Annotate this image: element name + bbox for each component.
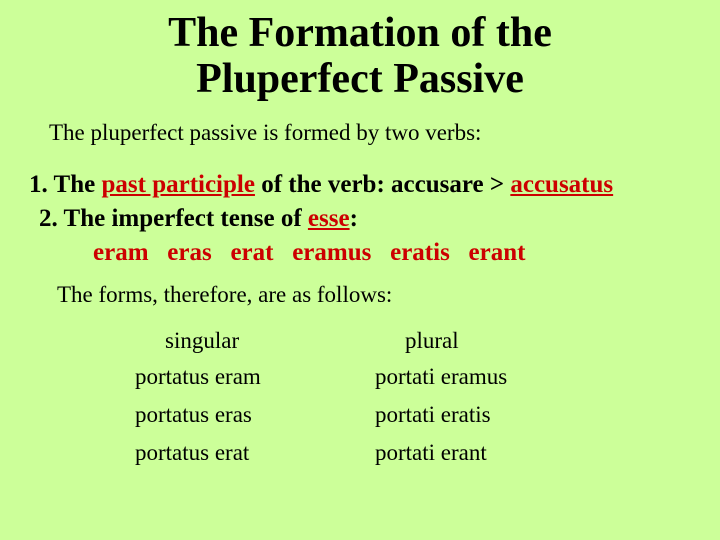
table-row: portatus erat bbox=[135, 440, 375, 466]
accusatus: accusatus bbox=[510, 171, 613, 198]
esse: esse bbox=[308, 205, 350, 232]
point1-prefix: 1. The bbox=[29, 171, 101, 198]
esse-forms: eram eras erat eramus eratis erant bbox=[93, 236, 695, 270]
table-row: portatus eras bbox=[135, 402, 375, 428]
point-1: 1. The past participle of the verb: accu… bbox=[29, 168, 695, 202]
table-row: portatus eram bbox=[135, 364, 375, 390]
intro-text: The pluperfect passive is formed by two … bbox=[49, 120, 695, 146]
table-row: portati erant bbox=[375, 440, 595, 466]
table-row: portati eramus bbox=[375, 364, 595, 390]
singular-header: singular bbox=[165, 328, 375, 354]
followup-text: The forms, therefore, are as follows: bbox=[57, 282, 695, 308]
esse-forms-text: eram eras erat eramus eratis erant bbox=[93, 239, 525, 266]
table-row: portati eratis bbox=[375, 402, 595, 428]
plural-column: plural portati eramus portati eratis por… bbox=[375, 328, 595, 478]
point1-mid: of the verb: accusare > bbox=[255, 171, 510, 198]
past-participle: past participle bbox=[101, 171, 254, 198]
point-2: 2. The imperfect tense of esse: bbox=[39, 202, 695, 236]
slide: The Formation of the Pluperfect Passive … bbox=[0, 0, 720, 540]
point2-colon: : bbox=[350, 205, 358, 232]
title-line1: The Formation of the bbox=[168, 10, 552, 56]
plural-header: plural bbox=[405, 328, 595, 354]
points-block: 1. The past participle of the verb: accu… bbox=[25, 168, 695, 269]
forms-table: singular portatus eram portatus eras por… bbox=[135, 328, 695, 478]
page-title: The Formation of the Pluperfect Passive bbox=[25, 10, 695, 102]
point2-prefix: 2. The imperfect tense of bbox=[39, 205, 308, 232]
singular-column: singular portatus eram portatus eras por… bbox=[135, 328, 375, 478]
title-line2: Pluperfect Passive bbox=[196, 56, 524, 102]
